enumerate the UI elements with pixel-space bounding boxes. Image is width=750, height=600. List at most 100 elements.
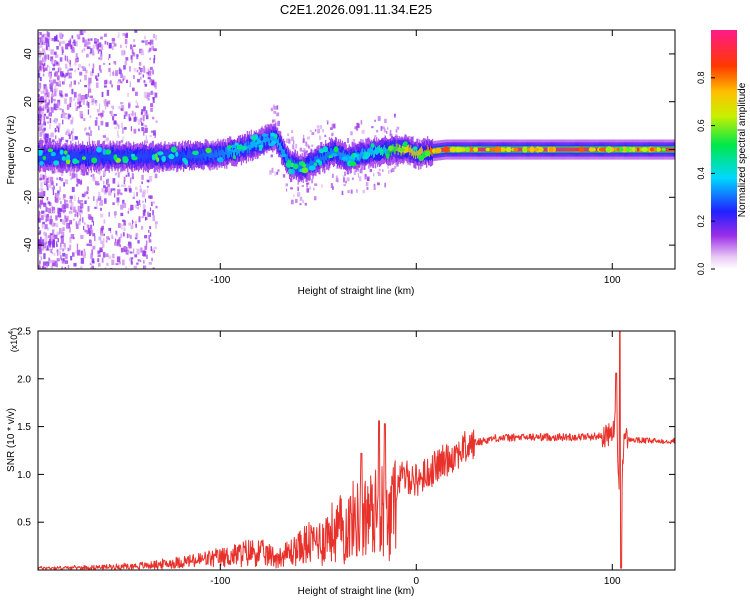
speckle-cell: [377, 116, 381, 121]
speckle-cell: [67, 69, 69, 76]
speckle-cell: [43, 68, 45, 72]
band-cell: [166, 150, 168, 158]
speckle-cell: [44, 122, 46, 126]
speckle-cell: [304, 202, 307, 206]
speckle-cell: [142, 115, 145, 122]
speckle-cell: [56, 258, 58, 264]
speckle-cell: [145, 135, 147, 140]
band-cell: [277, 139, 279, 147]
spectral-peak: [533, 147, 540, 152]
band-cell: [377, 146, 379, 155]
speckle-cell: [52, 189, 55, 196]
speckle-cell: [73, 80, 76, 85]
speckle-cell: [39, 174, 43, 180]
spectral-peak: [233, 155, 236, 160]
band-cell: [238, 148, 241, 157]
band-cell: [89, 151, 92, 159]
speckle-cell: [343, 184, 346, 187]
speckle-cell: [135, 186, 138, 191]
y-multiplier-exponent: 4: [8, 331, 15, 335]
speckle-cell: [70, 204, 74, 208]
speckle-cell: [126, 247, 128, 253]
speckle-cell: [39, 65, 42, 71]
speckle-cell: [51, 251, 53, 255]
speckle-cell: [96, 183, 100, 186]
speckle-cell: [150, 130, 154, 133]
speckle-cell: [58, 123, 61, 128]
speckle-cell: [71, 187, 75, 193]
speckle-cell: [150, 82, 154, 86]
speckle-cell: [100, 54, 103, 61]
speckle-cell: [130, 113, 132, 116]
speckle-cell: [101, 225, 104, 230]
speckle-cell: [55, 81, 59, 86]
speckle-cell: [138, 66, 141, 70]
band-cell: [566, 147, 568, 152]
spectral-peak: [331, 153, 338, 157]
speckle-cell: [129, 251, 133, 254]
speckle-cell: [148, 42, 151, 45]
speckle-cell: [79, 218, 81, 222]
speckle-cell: [38, 94, 40, 98]
colorbar-gradient: [711, 30, 737, 269]
speckle-cell: [58, 197, 61, 201]
speckle-cell: [52, 68, 56, 71]
top-y-axis-label: Frequency (Hz): [6, 116, 17, 185]
speckle-cell: [77, 94, 81, 101]
speckle-cell: [101, 257, 104, 263]
speckle-cell: [40, 236, 42, 242]
speckle-cell: [41, 140, 44, 144]
band-cell: [562, 147, 564, 152]
band-cell: [556, 147, 558, 152]
speckle-cell: [64, 116, 68, 120]
speckle-cell: [115, 238, 117, 243]
speckle-cell: [100, 51, 103, 57]
speckle-cell: [82, 170, 85, 176]
band-cell: [569, 147, 571, 152]
speckle-cell: [102, 252, 106, 258]
speckle-cell: [285, 138, 289, 143]
band-cell: [418, 150, 420, 158]
band-cell: [406, 144, 408, 153]
band-cell: [251, 140, 253, 148]
speckle-cell: [41, 168, 44, 172]
band-cell: [178, 154, 180, 163]
speckle-cell: [46, 245, 49, 251]
speckle-cell: [120, 247, 124, 253]
colorbar-tick-label: 0.8: [696, 72, 706, 85]
y-tick-label: -20: [23, 190, 34, 205]
speckle-cell: [274, 171, 276, 177]
band-cell: [150, 149, 152, 158]
speckle-cell: [74, 101, 77, 107]
speckle-cell: [64, 245, 67, 250]
speckle-cell: [64, 179, 69, 185]
speckle-cell: [53, 260, 57, 267]
band-cell: [419, 148, 421, 157]
band-cell: [53, 153, 55, 161]
speckle-cell: [78, 197, 79, 203]
speckle-cell: [79, 180, 83, 185]
speckle-cell: [38, 214, 40, 218]
speckle-cell: [114, 61, 117, 65]
speckle-cell: [128, 222, 131, 226]
band-cell: [149, 150, 151, 158]
speckle-cell: [314, 129, 317, 132]
speckle-cell: [42, 128, 44, 134]
spectral-peak: [42, 156, 46, 160]
speckle-cell: [395, 134, 398, 138]
speckle-cell: [49, 258, 51, 265]
spectral-peak: [175, 151, 179, 157]
speckle-cell: [42, 239, 45, 244]
speckle-cell: [112, 116, 115, 121]
band-cell: [179, 151, 181, 160]
speckle-cell: [144, 111, 148, 116]
speckle-cell: [271, 119, 275, 123]
speckle-cell: [38, 192, 41, 197]
speckle-cell: [304, 150, 307, 154]
speckle-cell: [86, 186, 89, 191]
speckle-cell: [75, 173, 78, 177]
speckle-cell: [335, 177, 339, 182]
spectral-peak: [184, 159, 189, 166]
band-cell: [519, 147, 521, 152]
speckle-cell: [50, 132, 54, 138]
